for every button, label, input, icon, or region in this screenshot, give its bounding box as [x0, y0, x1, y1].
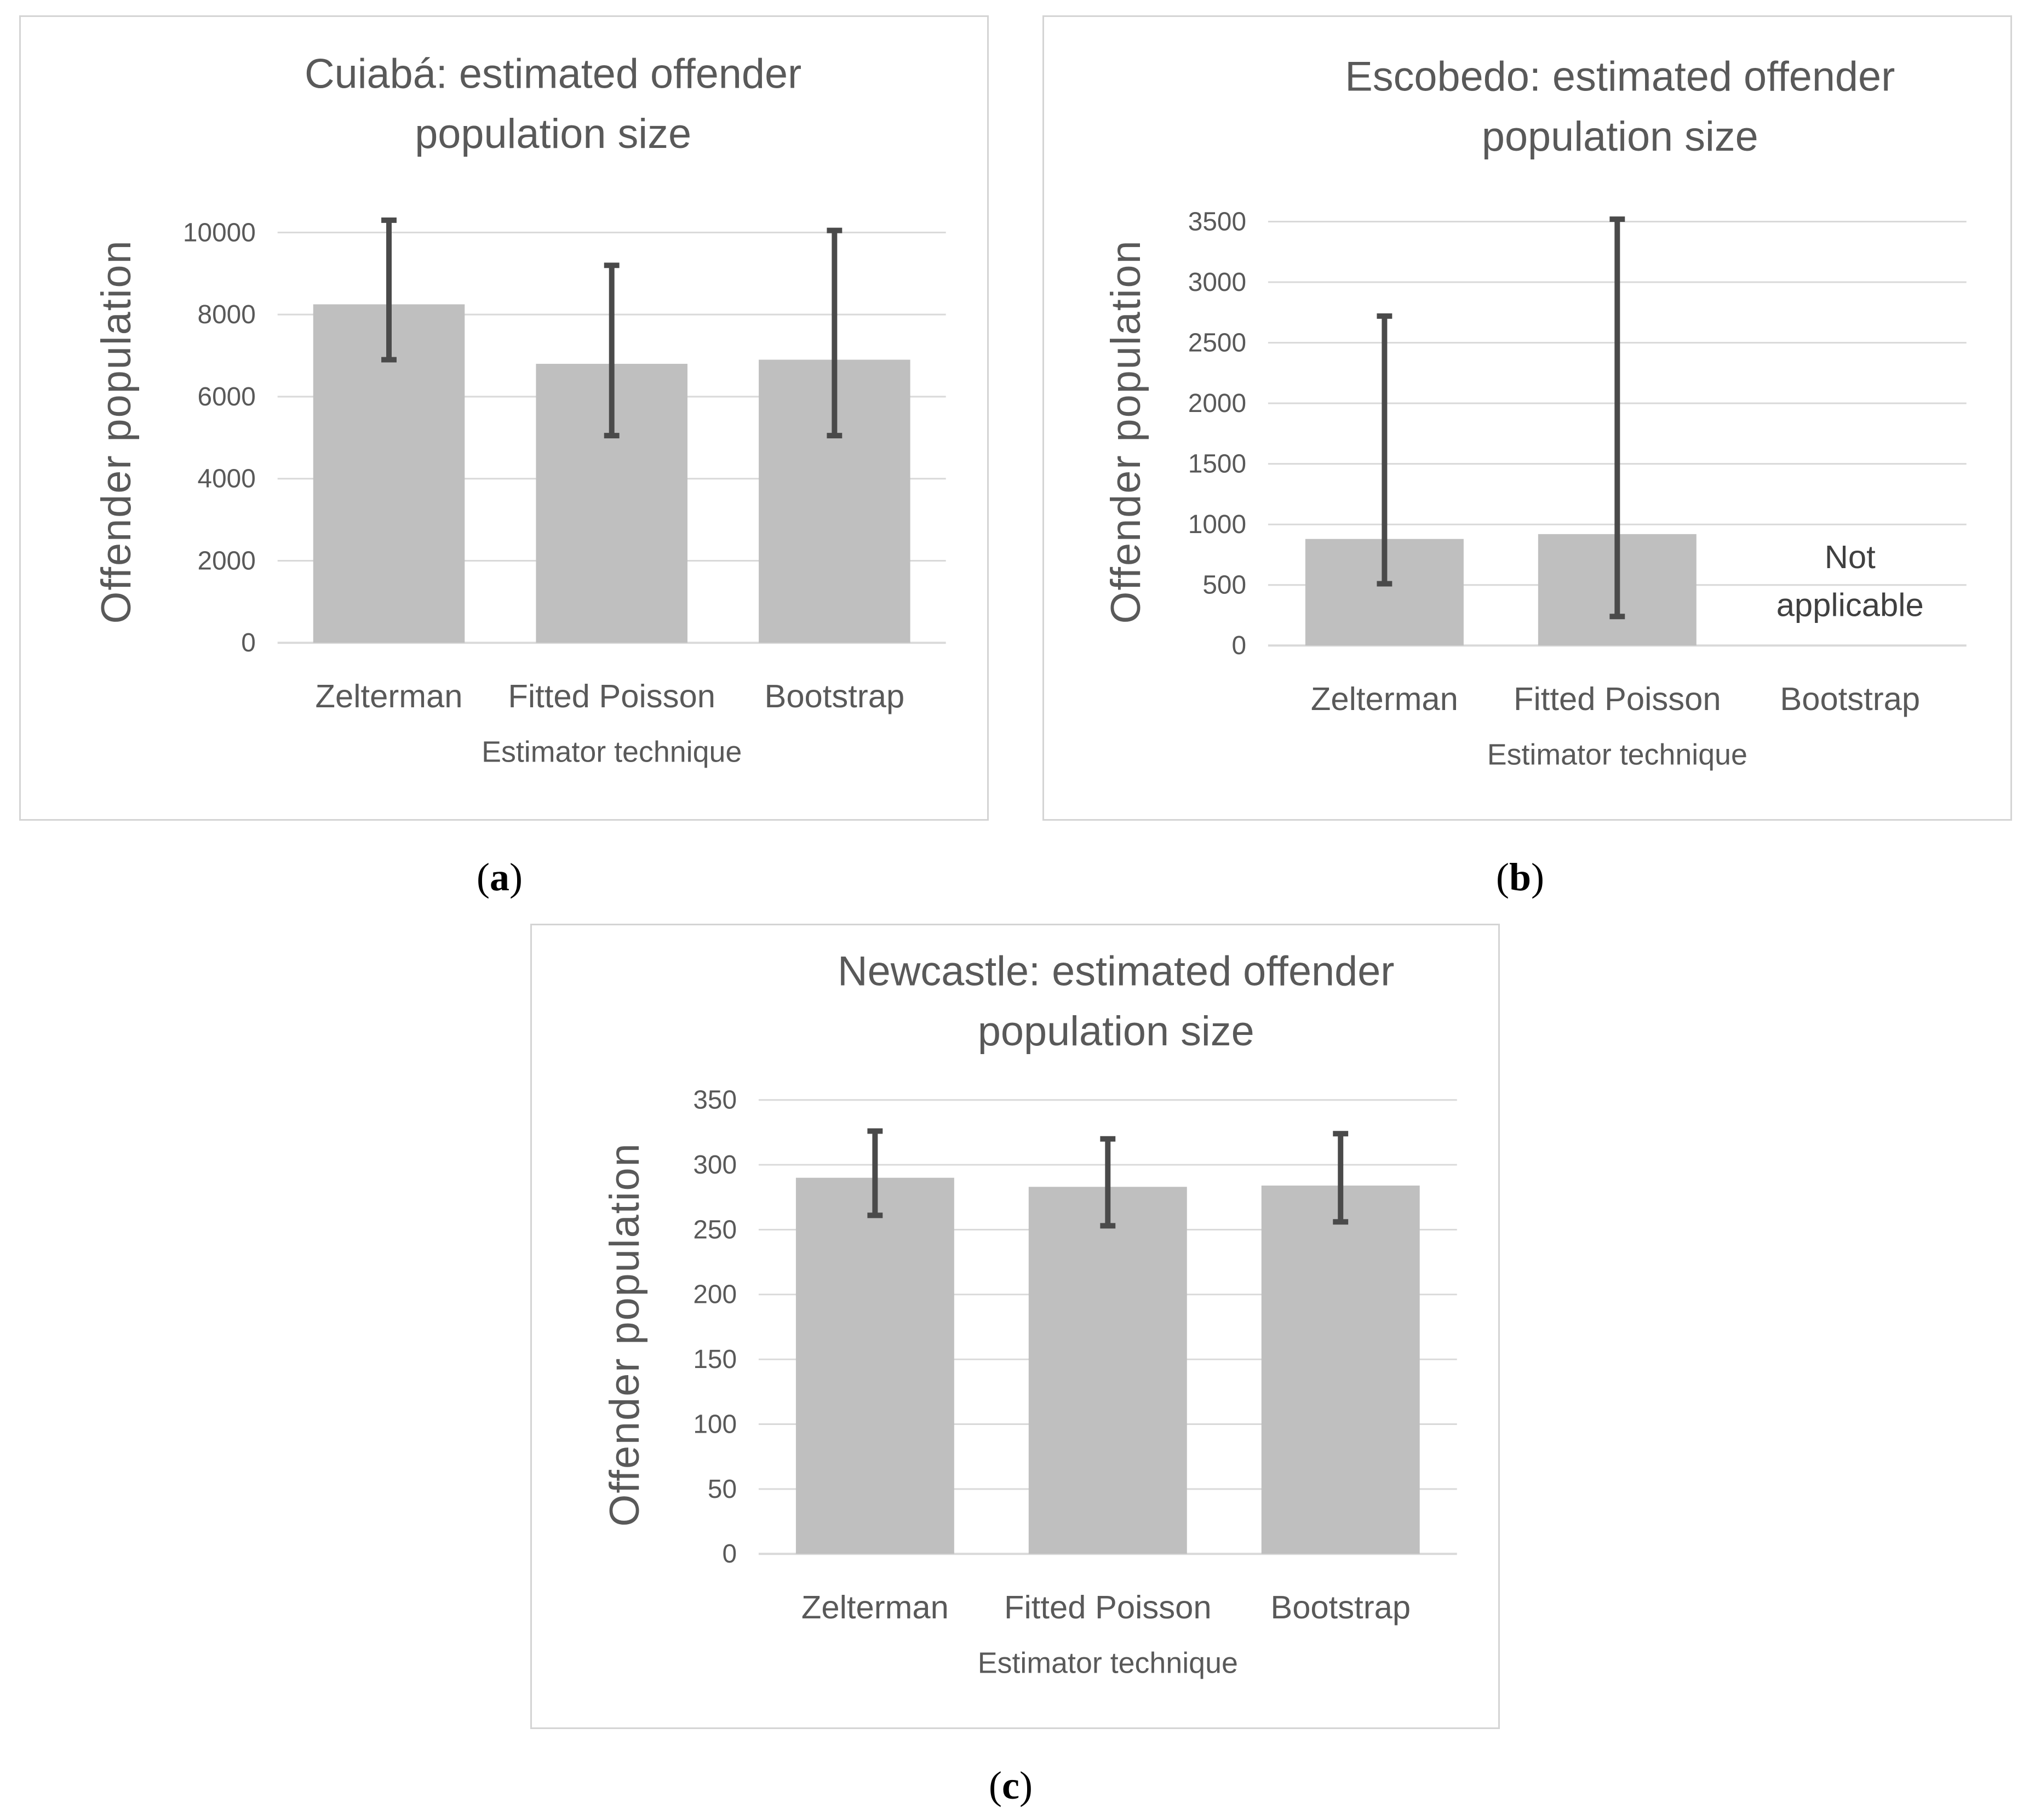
y-tick-label: 8000	[198, 300, 256, 329]
x-category-label: Zelterman	[801, 1589, 949, 1626]
not-applicable-label: applicable	[1776, 587, 1924, 623]
x-category-label: Fitted Poisson	[1004, 1589, 1212, 1626]
chart-panel-cuiaba: Cuiabá: estimated offender population siz…	[19, 15, 989, 821]
chart-title-line: population size	[1482, 113, 1758, 160]
x-axis-title: Estimator technique	[978, 1646, 1238, 1679]
chart-cuiaba: Cuiabá: estimated offender population siz…	[93, 50, 946, 768]
bar	[1028, 1187, 1187, 1554]
bar	[795, 1177, 954, 1554]
chart-panel-escobedo: Escobedo: estimated offender population s…	[1042, 15, 2012, 821]
y-axis-title: Offender population	[93, 239, 140, 623]
chart-newcastle: Newcastle: estimated offender population …	[601, 948, 1457, 1679]
panel-caption-a: (a)	[477, 855, 523, 899]
y-tick-label: 2000	[198, 546, 256, 575]
y-tick-label: 0	[241, 628, 256, 657]
y-tick-label: 6000	[198, 382, 256, 411]
chart-title-line: population size	[978, 1008, 1254, 1055]
y-tick-label: 4000	[198, 465, 256, 494]
y-tick-label: 1000	[1188, 510, 1246, 539]
y-tick-label: 200	[693, 1280, 737, 1309]
x-category-label: Bootstrap	[1780, 680, 1920, 717]
y-tick-label: 2000	[1188, 389, 1246, 418]
panel-caption-c: (c)	[989, 1764, 1033, 1807]
x-axis-title: Estimator technique	[482, 735, 742, 768]
bar	[1261, 1185, 1420, 1554]
x-category-label: Zelterman	[1311, 680, 1458, 717]
x-category-label: Zelterman	[316, 678, 463, 714]
y-tick-label: 3500	[1188, 207, 1246, 236]
y-tick-label: 150	[693, 1345, 737, 1374]
y-axis-title: Offender population	[1103, 239, 1149, 623]
y-tick-label: 10000	[183, 218, 256, 247]
x-category-label: Fitted Poisson	[508, 678, 715, 714]
y-axis-title: Offender population	[601, 1142, 648, 1526]
x-axis-title: Estimator technique	[1487, 738, 1747, 771]
chart-escobedo: Escobedo: estimated offender population s…	[1103, 53, 1967, 771]
not-applicable-label: Not	[1825, 539, 1876, 575]
x-category-label: Bootstrap	[1270, 1589, 1411, 1626]
y-tick-label: 500	[1202, 571, 1246, 600]
y-tick-label: 300	[693, 1151, 737, 1180]
y-tick-label: 1500	[1188, 450, 1246, 479]
y-tick-label: 100	[693, 1410, 737, 1439]
x-category-label: Bootstrap	[764, 678, 904, 714]
chart-title-line: Escobedo: estimated offender	[1345, 53, 1895, 100]
chart-title-line: Cuiabá: estimated offender	[305, 50, 801, 97]
chart-title-line: Newcastle: estimated offender	[838, 948, 1395, 995]
panel-caption-b: (b)	[1496, 855, 1545, 899]
y-tick-label: 350	[693, 1086, 737, 1115]
chart-title-line: population size	[415, 111, 691, 157]
y-tick-label: 3000	[1188, 268, 1246, 297]
x-category-label: Fitted Poisson	[1514, 680, 1721, 717]
y-tick-label: 250	[693, 1215, 737, 1244]
chart-panel-newcastle: Newcastle: estimated offender population …	[530, 924, 1500, 1729]
y-tick-label: 50	[708, 1475, 737, 1504]
y-tick-label: 0	[722, 1539, 737, 1569]
y-tick-label: 2500	[1188, 328, 1246, 357]
y-tick-label: 0	[1232, 631, 1247, 660]
